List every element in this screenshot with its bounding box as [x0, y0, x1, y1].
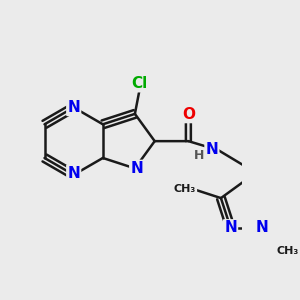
Text: CH₃: CH₃: [276, 246, 298, 256]
Text: H: H: [194, 149, 204, 162]
Text: N: N: [224, 220, 237, 235]
Text: N: N: [130, 161, 143, 176]
Text: N: N: [67, 166, 80, 181]
Text: Cl: Cl: [131, 76, 148, 91]
Text: O: O: [182, 107, 195, 122]
Text: N: N: [67, 100, 80, 115]
Text: N: N: [256, 220, 268, 235]
Text: CH₃: CH₃: [174, 184, 196, 194]
Text: N: N: [206, 142, 218, 157]
